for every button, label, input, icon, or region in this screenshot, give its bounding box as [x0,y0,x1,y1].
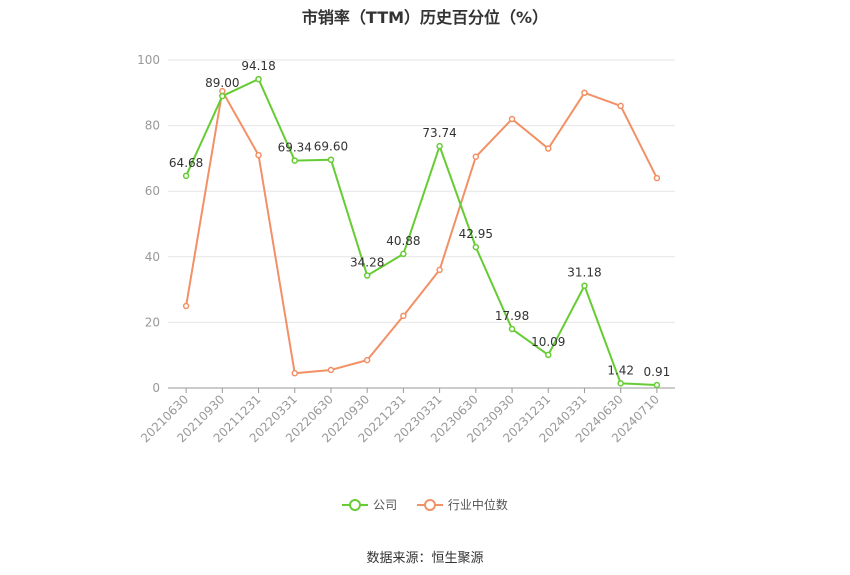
series-lines [182,75,661,389]
data-label-20210930: 89.00 [205,76,239,90]
data-label-20240630: 1.42 [607,363,634,377]
data-label-20230630: 42.95 [459,227,493,241]
y-tick-label-20: 20 [145,315,160,329]
series-1-point-20231231 [545,145,552,152]
series-1-point-20220630 [327,366,335,374]
series-0-point-20220930 [363,272,371,279]
data-label-20220331: 69.34 [278,141,312,155]
legend-item-company[interactable]: 公司 [342,496,397,513]
y-tick-label-60: 60 [145,184,160,198]
legend-swatch-company [342,498,369,512]
data-label-20230930: 17.98 [495,309,529,323]
data-label-20230331: 73.74 [422,126,456,140]
legend: 公司 行业中位数 [0,496,850,515]
legend-label-company: 公司 [373,498,398,512]
y-tick-label-80: 80 [145,119,160,133]
legend-item-industry-median[interactable]: 行业中位数 [416,496,508,513]
y-tick-label-40: 40 [145,250,160,264]
series-1-point-20210630 [182,302,190,310]
series-1-point-20230930 [508,115,516,123]
series-1-point-20240710 [653,174,661,182]
series-0-point-20231231 [545,351,552,359]
series-0-point-20240331 [581,282,588,289]
data-label-20231231: 10.09 [531,335,565,349]
series-1-point-20240630 [617,102,624,110]
series-0-point-20230331 [436,142,443,150]
series-1-point-20230630 [472,153,480,161]
legend-label-industry-median: 行业中位数 [447,498,508,512]
series-0-point-20230930 [508,325,516,333]
series-1-point-20220331 [291,369,298,377]
data-label-20210630: 64.68 [169,156,203,170]
series-0-point-20220331 [291,157,298,164]
series-1-point-20220930 [363,356,371,364]
grid-lines [168,59,675,323]
series-0-point-20240630 [617,380,624,387]
series-0-point-20210630 [182,172,190,180]
series-1-point-20221231 [400,312,407,320]
data-label-20220930: 34.28 [350,256,384,270]
data-label-20220630: 69.60 [314,140,348,154]
series-1-point-20230331 [436,266,443,274]
series-0-point-20211231 [255,75,262,83]
series-line-1 [185,90,658,375]
series-0-point-20240710 [653,381,661,389]
series-1-point-20240331 [581,89,588,97]
data-label-20211231: 94.18 [241,59,275,73]
data-label-20221231: 40.88 [386,234,420,248]
data-label-20240331: 31.18 [567,266,601,280]
axes: 0204060801002021063020210930202112312022… [137,53,675,445]
series-0-point-20230630 [472,243,480,251]
series-0-point-20221231 [400,250,407,258]
y-tick-label-0: 0 [152,381,160,395]
series-0-point-20210930 [219,92,226,100]
y-tick-label-100: 100 [137,53,160,67]
series-line-0 [185,78,657,387]
source-note: 数据来源：恒生聚源 [366,551,484,566]
chart-title: 市销率（TTM）历史百分位（%） [301,8,549,27]
legend-swatch-industry-median [416,498,443,512]
data-label-20240710: 0.91 [644,365,671,379]
series-0-point-20220630 [327,156,335,163]
series-1-point-20211231 [255,151,262,159]
